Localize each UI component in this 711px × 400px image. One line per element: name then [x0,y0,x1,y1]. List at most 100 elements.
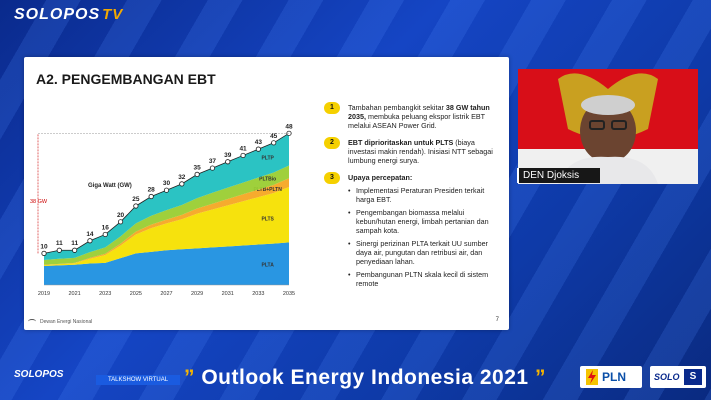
series-label: PLTB+PLTN [254,187,283,193]
quote-open: ” [184,366,195,389]
total-label: 37 [209,158,217,165]
video-frame [518,69,698,184]
headline-text: Outlook Energy Indonesia 2021 [201,366,529,389]
total-point [56,247,62,253]
headline-banner: ” Outlook Energy Indonesia 2021 ” [184,364,554,392]
note-bold: EBT diprioritaskan untuk PLTS [348,138,454,147]
total-label: 35 [194,164,202,171]
total-point [225,159,231,165]
x-tick-label: 2031 [222,291,234,297]
total-point [117,219,124,225]
note-number: 1 [324,102,340,114]
channel-logo: SOLOPOS TV [14,6,123,24]
note-text: membuka peluang ekspor listrik EBT melal… [348,112,485,130]
x-tick-label: 2027 [160,291,172,297]
x-tick-label: 2035 [283,291,295,297]
page-number: 7 [495,317,499,323]
lower-subtitle: TALKSHOW VIRTUAL [96,375,180,385]
total-point [72,247,78,253]
presentation-slide: PLTA PLTS PLTB+PLTN PLTBio PLTP 10 11 11 14 16 20 2… [24,57,509,330]
channel-logo-tv: TV [102,6,124,23]
x-tick-label: 2019 [38,291,50,297]
person-hair [581,95,635,115]
total-point [179,181,185,187]
glasses-left [589,120,605,130]
total-point [87,238,93,244]
total-label: 10 [40,243,48,250]
area-pltb-pltn [44,178,289,266]
bullet-item: Implementasi Peraturan Presiden terkait … [348,186,504,204]
total-label: 39 [224,152,232,159]
note-bold: Upaya percepatan: [348,173,413,182]
total-label: 32 [178,174,186,181]
participant-name-tag: DEN Djoksis [517,168,600,183]
slide-footer: Dewan Energi Nasional [28,319,92,325]
x-tick-label: 2033 [252,291,264,297]
total-label: 11 [56,240,63,247]
person-face [580,99,636,163]
den-logo-icon [28,319,36,324]
solo-badge-icon: S [684,369,702,385]
channel-logo-text: SOLOPOS [14,6,101,23]
slide-title: A2. PENGEMBANGAN EBT [36,71,216,87]
note-number: 3 [324,172,340,184]
lower-logo: SOLOPOS [14,369,64,380]
lightning-icon [586,369,598,385]
total-label: 45 [270,133,278,140]
annotation-38gw: 38 GW [30,199,48,205]
total-label: 28 [148,187,156,194]
series-label: PLTA [262,262,275,268]
bullet-item: Pembangunan PLTN skala kecil di sistem r… [348,270,504,288]
note-2: 2 EBT diprioritaskan untuk PLTS (biaya i… [324,137,504,165]
total-point [148,193,154,200]
note-bold: 38 GW tahun 2035, [348,103,490,121]
bullet-list: Implementasi Peraturan Presiden terkait … [348,186,504,288]
slide-notes: 1 Tambahan pembangkit sekitar 38 GW tahu… [324,102,504,296]
total-point [255,146,261,152]
area-plta [44,242,289,285]
total-point [240,152,246,159]
x-tick-label: 2023 [99,291,111,297]
series-label: PLTP [261,156,274,162]
total-point [133,203,139,209]
area-plts [44,187,289,267]
quote-close: ” [534,366,546,389]
note-text: (biaya investasi makin rendah). Inisiasi… [348,138,493,165]
note-number: 2 [324,137,340,149]
series-label: PLTBio [259,177,276,183]
total-point [41,250,47,256]
solo-label: SOLO [654,372,680,382]
total-label: 11 [71,240,78,247]
total-label: 41 [239,145,247,152]
total-label: 14 [86,231,94,238]
x-tick-label: 2025 [130,291,142,297]
participant-video [518,69,698,184]
note-text: Tambahan pembangkit sekitar [348,103,446,112]
chart-ylabel: Giga Watt (GW) [88,183,132,189]
x-tick-label: 2021 [69,291,81,297]
total-point [194,171,200,178]
x-tick-label: 2029 [191,291,203,297]
bullet-item: Sinergi perizinan PLTA terkait UU sumber… [348,239,504,266]
total-label: 16 [102,224,110,231]
series-label: PLTS [261,216,274,222]
total-label: 20 [117,212,125,219]
total-label: 48 [285,123,293,130]
total-label: 30 [163,180,171,187]
total-point [163,187,170,193]
glasses-right [611,120,627,130]
area-pltbio [44,165,289,265]
sponsor-solo: SOLO S [650,366,706,388]
total-point [271,140,277,146]
total-point [102,231,108,238]
total-label: 25 [132,196,140,203]
bullet-item: Pengembangan biomassa melalui kebun/huta… [348,208,504,235]
total-point [209,165,216,171]
area-pltp [44,133,289,261]
pln-label: PLN [602,370,626,384]
total-label: 43 [255,139,263,146]
note-1: 1 Tambahan pembangkit sekitar 38 GW tahu… [324,102,504,130]
footer-text: Dewan Energi Nasional [40,319,93,325]
note-3: 3 Upaya percepatan: Implementasi Peratur… [324,172,504,288]
